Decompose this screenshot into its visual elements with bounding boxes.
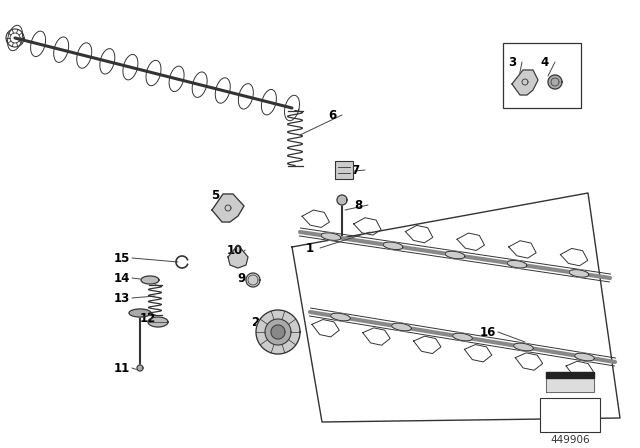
Polygon shape [321,233,341,241]
Polygon shape [546,372,594,392]
Text: 9: 9 [238,271,246,284]
Polygon shape [331,313,350,321]
Polygon shape [271,325,285,339]
Polygon shape [265,319,291,345]
Polygon shape [575,353,595,361]
Polygon shape [337,195,347,205]
FancyBboxPatch shape [540,398,600,432]
Polygon shape [548,75,562,89]
Text: 7: 7 [351,164,359,177]
Polygon shape [512,70,538,95]
Polygon shape [129,309,151,317]
Text: 8: 8 [354,198,362,211]
Polygon shape [246,273,260,287]
Polygon shape [546,372,594,378]
Text: 5: 5 [211,189,219,202]
Text: 15: 15 [114,251,130,264]
Text: 449906: 449906 [550,435,590,445]
FancyBboxPatch shape [335,161,353,179]
Text: 1: 1 [306,241,314,254]
Text: 13: 13 [114,292,130,305]
Polygon shape [445,251,465,259]
Polygon shape [507,260,527,268]
Polygon shape [569,270,589,277]
Polygon shape [212,194,244,222]
Polygon shape [514,343,533,351]
Text: 14: 14 [114,271,130,284]
Polygon shape [452,333,472,341]
Polygon shape [256,310,300,354]
Text: 11: 11 [114,362,130,375]
Text: 6: 6 [328,108,336,121]
Text: 10: 10 [227,244,243,257]
Polygon shape [148,317,168,327]
Text: 12: 12 [140,311,156,324]
Text: 3: 3 [508,56,516,69]
Text: 2: 2 [251,315,259,328]
Text: 16: 16 [480,326,496,339]
Polygon shape [392,323,412,331]
Polygon shape [228,245,248,268]
Polygon shape [383,242,403,250]
Polygon shape [137,365,143,371]
Polygon shape [141,276,159,284]
FancyBboxPatch shape [503,43,581,108]
Text: 4: 4 [541,56,549,69]
